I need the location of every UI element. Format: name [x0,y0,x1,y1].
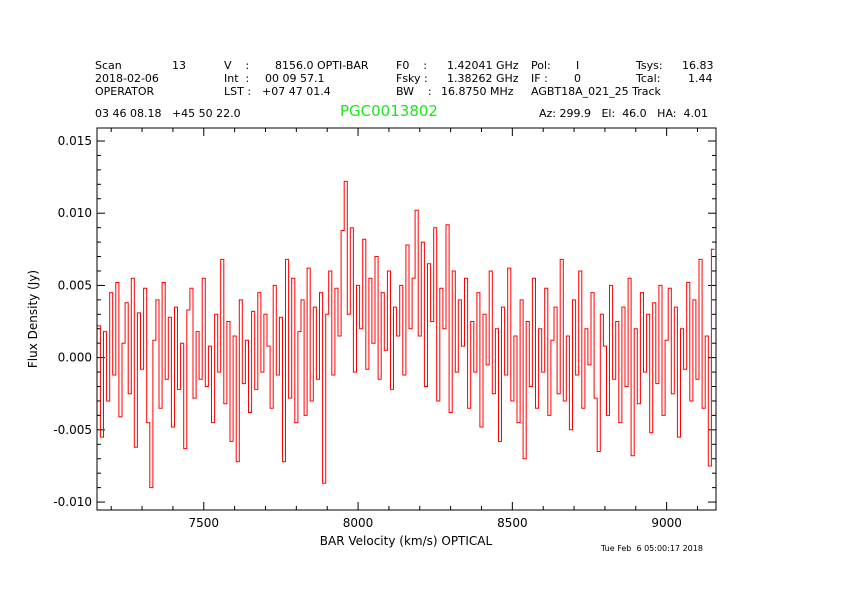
y-tick-label: 0.005 [58,278,92,292]
tsys-label: Tsys: [636,59,663,72]
fsky-value: 1.38262 GHz [447,72,519,85]
x-axis-label: BAR Velocity (km/s) OPTICAL [320,534,493,548]
observer: OPERATOR [95,85,155,98]
scan-value: 13 [172,59,186,72]
if-value: 0 [574,72,581,85]
x-tick-label: 8500 [497,516,528,530]
coordinates: 03 46 08.18 +45 50 22.0 [95,107,241,120]
f0-label: F0 : [396,59,428,72]
v-value: 8156.0 OPTI-BAR [275,59,369,72]
if-label: IF : [531,72,548,85]
tsys-value: 16.83 [682,59,714,72]
bw-label: BW : [396,85,432,98]
spectrum-line [97,180,715,489]
x-tick-label: 7500 [188,516,219,530]
bw-value: 16.8750 MHz [441,85,514,98]
int-label: Int : [224,72,250,85]
y-tick-label: 0.015 [58,134,92,148]
y-tick-label: -0.005 [53,423,92,437]
f0-value: 1.42041 GHz [447,59,519,72]
y-tick-label: -0.010 [53,495,92,509]
x-tick-label: 8000 [343,516,374,530]
int-value: 00 09 57.1 [265,72,325,85]
lst-label: LST : [224,85,252,98]
fsky-label: Fsky : [396,72,428,85]
v-label: V : [224,59,250,72]
pol-label: Pol: [531,59,551,72]
tcal-label: Tcal: [636,72,661,85]
y-tick-label: 0.010 [58,206,92,220]
project: AGBT18A_021_25 Track [531,85,661,98]
lst-value: +07 47 01.4 [262,85,331,98]
x-tick-label: 9000 [651,516,682,530]
pol-value: I [576,59,580,72]
plot-timestamp: Tue Feb 6 05:00:17 2018 [601,544,703,553]
tcal-value: 1.44 [688,72,713,85]
az-el-ha: Az: 299.9 El: 46.0 HA: 4.01 [539,107,708,120]
plot-frame [96,127,717,511]
y-axis-label: Flux Density (Jy) [26,270,40,368]
y-tick-label: 0.000 [58,351,92,365]
date: 2018-02-06 [95,72,159,85]
scan-label: Scan [95,59,122,72]
source-name: PGC0013802 [340,102,438,120]
